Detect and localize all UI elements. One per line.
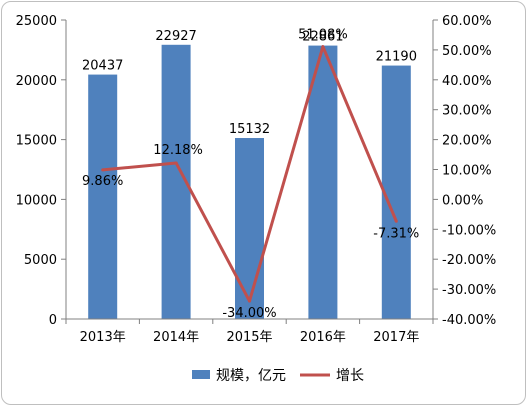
y-right-tick-label: 20.00% — [442, 134, 492, 149]
y-right-tick-label: -30.00% — [442, 283, 496, 298]
x-tick-label: 2015年 — [226, 330, 272, 345]
growth-point-1 — [174, 161, 178, 165]
y-right-tick-label: -10.00% — [442, 223, 496, 238]
line-data-label: 12.18% — [153, 143, 203, 158]
line-data-label: -34.00% — [222, 306, 276, 321]
legend-label-line: 增长 — [336, 368, 364, 384]
y-left-tick-label: 0 — [49, 313, 57, 328]
y-left-tick-label: 15000 — [16, 134, 57, 149]
legend-swatch-bar — [192, 370, 210, 379]
x-tick-label: 2017年 — [373, 330, 419, 345]
y-right-tick-label: 0.00% — [442, 193, 483, 208]
y-left-tick-label: 25000 — [16, 14, 57, 29]
y-right-tick-label: 30.00% — [442, 104, 492, 119]
x-tick-label: 2013年 — [80, 330, 126, 345]
bar-data-label: 22861 — [302, 30, 343, 45]
y-right-tick-label: -20.00% — [442, 253, 496, 268]
bar-data-label: 21190 — [376, 50, 417, 65]
growth-point-3 — [321, 45, 325, 49]
y-right-tick-label: 40.00% — [442, 74, 492, 89]
y-right-tick-label: 50.00% — [442, 44, 492, 59]
bar-3 — [308, 45, 338, 320]
bar-4 — [381, 65, 411, 319]
y-right-tick-label: 10.00% — [442, 164, 492, 179]
bar-data-label: 15132 — [229, 122, 270, 137]
legend-label-bar: 规模，亿元 — [216, 368, 286, 384]
line-data-label: 9.86% — [82, 174, 123, 189]
x-tick-label: 2016年 — [300, 330, 346, 345]
line-data-label: -7.31% — [373, 226, 419, 241]
y-left-tick-label: 20000 — [16, 74, 57, 89]
bar-data-label: 22927 — [155, 29, 196, 44]
bar-0 — [88, 74, 118, 319]
bar-2 — [235, 138, 264, 319]
y-right-tick-label: -40.00% — [442, 313, 496, 328]
y-right-tick-label: 60.00% — [442, 14, 492, 29]
growth-point-2 — [248, 299, 251, 303]
bar-data-label: 20437 — [82, 59, 123, 74]
y-left-tick-label: 5000 — [24, 253, 57, 268]
y-left-tick-label: 10000 — [16, 193, 57, 208]
line-data-label: 51.08% — [298, 28, 348, 43]
x-tick-label: 2014年 — [153, 330, 199, 345]
growth-point-4 — [394, 219, 398, 223]
growth-point-0 — [101, 168, 105, 172]
